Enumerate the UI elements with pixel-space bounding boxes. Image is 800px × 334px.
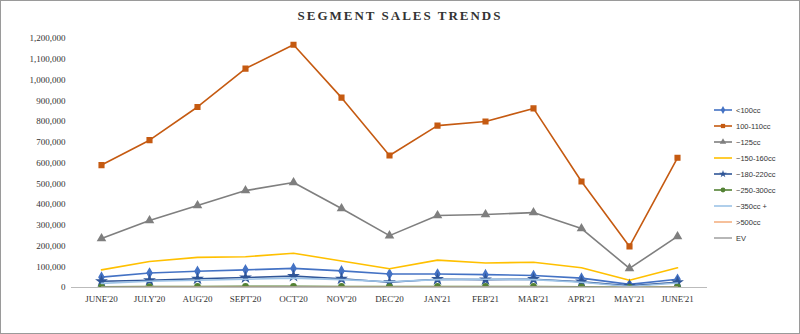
svg-text:1,100,000: 1,100,000 xyxy=(30,54,67,64)
html-text:<100cc: <100cc xyxy=(736,105,761,115)
svg-text:APR'21: APR'21 xyxy=(567,294,595,304)
svg-text:600,000: 600,000 xyxy=(36,158,66,168)
svg-text:DEC'20: DEC'20 xyxy=(375,294,404,304)
svg-text:1,000,000: 1,000,000 xyxy=(30,75,67,85)
svg-text:SEPT'20: SEPT'20 xyxy=(230,294,262,304)
svg-text:JUNE'21: JUNE'21 xyxy=(661,294,694,304)
html-text:SEGMENT SALES TRENDS: SEGMENT SALES TRENDS xyxy=(297,8,503,23)
svg-text:200,000: 200,000 xyxy=(36,241,66,251)
html-text:~125cc: ~125cc xyxy=(736,137,761,147)
svg-text:100,000: 100,000 xyxy=(36,262,66,272)
html-text:EV: EV xyxy=(736,233,746,243)
svg-text:NOV'20: NOV'20 xyxy=(326,294,357,304)
svg-text:300,000: 300,000 xyxy=(36,220,66,230)
svg-text:700,000: 700,000 xyxy=(36,137,66,147)
svg-text:500,000: 500,000 xyxy=(36,179,66,189)
svg-text:JAN'21: JAN'21 xyxy=(424,294,451,304)
svg-text:1,200,000: 1,200,000 xyxy=(30,33,67,43)
svg-text:0: 0 xyxy=(61,282,66,292)
html-text:>500cc: >500cc xyxy=(736,217,761,227)
svg-text:JULY'20: JULY'20 xyxy=(134,294,166,304)
svg-text:AUG'20: AUG'20 xyxy=(182,294,213,304)
svg-text:800,000: 800,000 xyxy=(36,116,66,126)
html-text:~250-300cc: ~250-300cc xyxy=(736,185,776,195)
svg-text:MAY'21: MAY'21 xyxy=(614,294,645,304)
html-text:~350cc +: ~350cc + xyxy=(736,201,767,211)
svg-text:FEB'21: FEB'21 xyxy=(472,294,499,304)
svg-text:MAR'21: MAR'21 xyxy=(518,294,549,304)
svg-text:OCT'20: OCT'20 xyxy=(279,294,308,304)
svg-text:JUNE'20: JUNE'20 xyxy=(85,294,118,304)
html-text:100-110cc: 100-110cc xyxy=(736,121,771,131)
html-text:~180-220cc: ~180-220cc xyxy=(736,169,776,179)
html-text:~150-160cc: ~150-160cc xyxy=(736,153,776,163)
svg-text:400,000: 400,000 xyxy=(36,199,66,209)
svg-text:900,000: 900,000 xyxy=(36,96,66,106)
